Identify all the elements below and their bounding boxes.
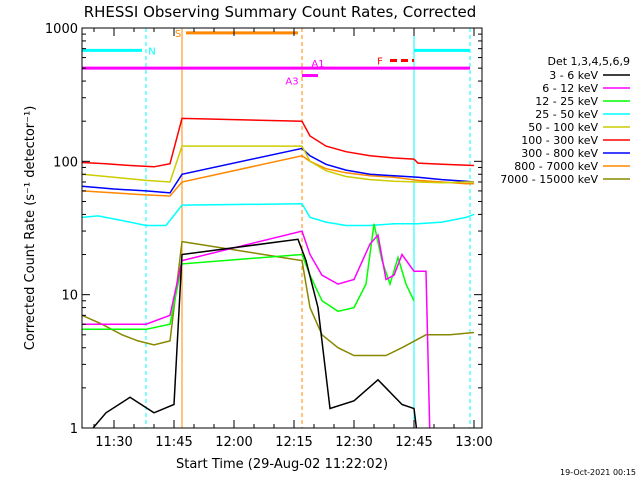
legend-title: Det 1,3,4,5,6,9 — [547, 55, 630, 68]
x-tick-label: 12:30 — [335, 435, 372, 450]
x-tick-label: 11:45 — [155, 435, 192, 450]
series-line-3-6-kev — [92, 238, 418, 428]
y-axis-label: Corrected Count Rate (s⁻¹ detector⁻¹) — [23, 106, 38, 351]
series-line-300-800-kev — [82, 147, 475, 194]
y-tick-label: 100 — [53, 155, 78, 170]
y-tick-label: 1000 — [45, 22, 78, 37]
series-line-7000-15000-kev — [82, 240, 475, 357]
series-line-800-7000-kev — [82, 154, 474, 197]
series-line-12-25-kev — [82, 223, 415, 331]
series-line-25-50-kev — [82, 203, 475, 227]
legend-label-300-800-kev: 300 - 800 keV — [521, 147, 598, 160]
x-axis: 11:30 11:45 12:00 12:15 12:30 12:45 13:00 — [93, 28, 493, 450]
legend-label-3-6-kev: 3 - 6 keV — [549, 69, 598, 82]
flag-label-a3: A3 — [285, 77, 298, 88]
plot-area: N S A1 A3 F — [82, 28, 475, 428]
series-line-50-100-kev — [82, 145, 474, 184]
y-axis: 1 10 100 1000 — [45, 22, 482, 437]
series-line-6-12-kev — [82, 230, 431, 428]
x-tick-label: 12:15 — [275, 435, 312, 450]
plot-frame — [81, 27, 483, 429]
flag-label-n: N — [148, 46, 155, 57]
y-tick-label: 1 — [70, 422, 78, 437]
x-tick-label: 12:45 — [395, 435, 432, 450]
legend-label-800-7000-kev: 800 - 7000 keV — [514, 160, 598, 173]
x-tick-label: 12:00 — [215, 435, 252, 450]
x-axis-label: Start Time (29-Aug-02 11:22:02) — [176, 457, 388, 472]
legend-label-100-300-kev: 100 - 300 keV — [521, 134, 598, 147]
legend-label-50-100-kev: 50 - 100 keV — [528, 121, 598, 134]
flag-label-a1: A1 — [311, 59, 324, 70]
series-line-100-300-kev — [82, 117, 475, 168]
plot-clip-group — [82, 28, 475, 428]
flag-label-f: F — [377, 57, 383, 68]
flag-label-s: S — [175, 29, 181, 40]
chart-title: RHESSI Observing Summary Count Rates, Co… — [84, 3, 477, 21]
timestamp: 19-Oct-2021 00:15 — [560, 468, 636, 477]
legend-label-7000-15000-kev: 7000 - 15000 keV — [500, 173, 598, 186]
legend-label-25-50-kev: 25 - 50 keV — [535, 108, 598, 121]
x-tick-label: 11:30 — [95, 435, 132, 450]
x-tick-label: 13:00 — [455, 435, 492, 450]
legend-label-12-25-kev: 12 - 25 keV — [535, 95, 598, 108]
legend-label-6-12-kev: 6 - 12 keV — [542, 82, 598, 95]
y-tick-label: 10 — [61, 289, 78, 304]
